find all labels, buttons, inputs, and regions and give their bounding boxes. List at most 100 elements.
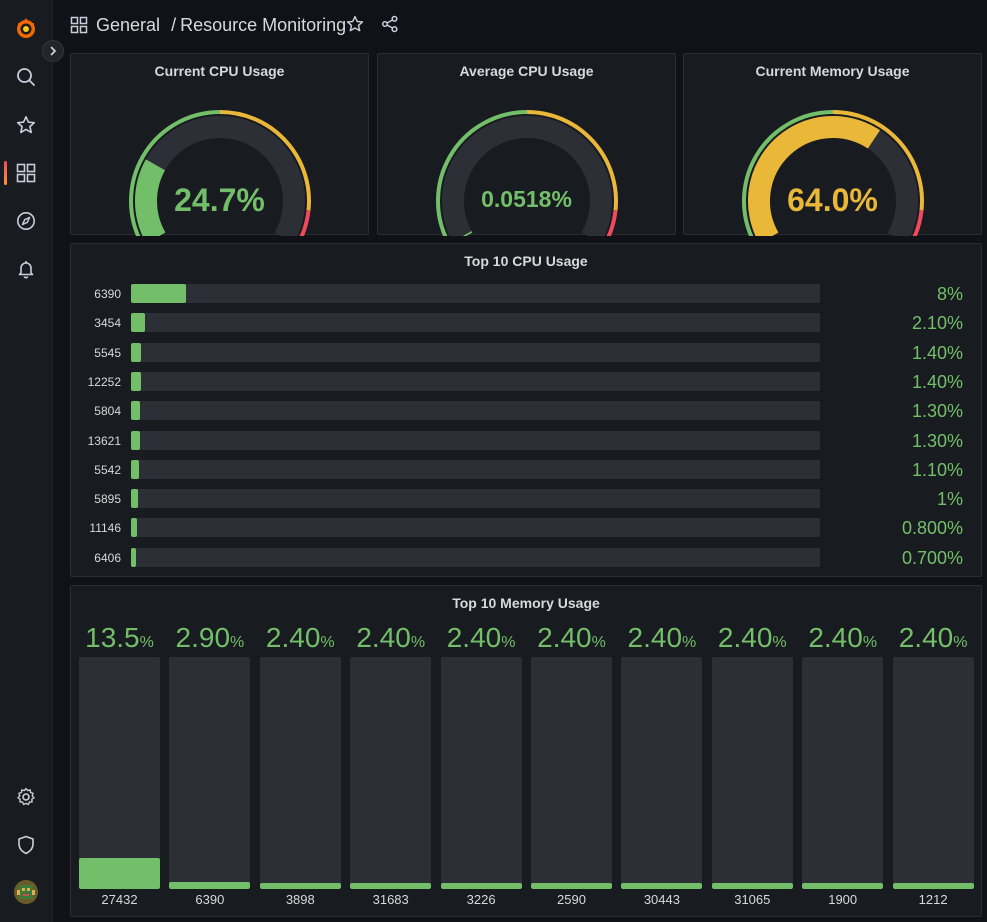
cpu-row-track <box>131 430 820 450</box>
memory-column-track <box>531 657 612 889</box>
cpu-row-label: 12252 <box>87 374 121 389</box>
bar-gauge-panel-top10-memory[interactable]: Top 10 Memory Usage 13.5% 27432 2.90% 6390 2… <box>70 585 982 917</box>
memory-column-bar <box>621 883 703 889</box>
memory-column-bar <box>711 883 793 889</box>
avatar[interactable] <box>13 879 39 905</box>
active-indicator <box>4 161 7 185</box>
memory-column-bar <box>79 857 160 889</box>
memory-value-unit: % <box>953 634 968 651</box>
memory-column-label: 31065 <box>734 892 771 907</box>
gauge-panel-current-cpu[interactable]: Current CPU Usage 24.7% <box>70 53 369 236</box>
gauge-panel-average-cpu[interactable]: Average CPU Usage 0.0518% <box>377 53 676 236</box>
cpu-row-label: 3454 <box>94 316 121 331</box>
gauge-average-cpu <box>435 110 618 236</box>
memory-column: 2.40% 3898 <box>259 586 341 916</box>
grafana-logo-icon[interactable] <box>13 15 39 41</box>
memory-value-number: 2.40 <box>446 622 502 653</box>
cpu-row-label: 13621 <box>87 433 121 448</box>
memory-column-label: 27432 <box>101 892 138 907</box>
cpu-row-track <box>131 284 820 303</box>
cpu-row: 11146 0.800% <box>71 518 981 538</box>
alerting-bell-icon[interactable] <box>13 256 39 282</box>
bar-gauge-panel-top10-cpu[interactable]: Top 10 CPU Usage 6390 8% 3454 2.10% 5545 1.40… <box>70 243 982 577</box>
memory-column: 2.40% 31683 <box>350 586 432 916</box>
memory-column-label: 6390 <box>195 892 225 907</box>
memory-column-track <box>79 657 160 889</box>
memory-column-value: 2.40% <box>260 622 341 654</box>
memory-value-unit: % <box>410 634 426 651</box>
memory-column-bar <box>802 883 884 889</box>
memory-column-track <box>440 657 522 889</box>
expand-sidebar-button[interactable] <box>42 40 64 62</box>
gauge-track <box>442 116 612 236</box>
cpu-row-bar <box>131 430 140 450</box>
cpu-row-bar <box>131 342 141 362</box>
dashboard-navbar: General / Resource Monitoring <box>54 0 987 52</box>
cpu-row-track <box>131 401 820 421</box>
memory-column: 2.40% 30443 <box>621 586 703 916</box>
share-icon[interactable] <box>381 15 399 38</box>
memory-column-bar <box>531 883 612 889</box>
cpu-row: 5542 1.10% <box>71 459 981 480</box>
cpu-row: 3454 2.10% <box>71 313 981 333</box>
cpu-row-value: 1.30% <box>911 430 963 451</box>
memory-column: 2.40% 2590 <box>531 586 612 916</box>
memory-column-value: 2.40% <box>621 622 702 654</box>
dashboards-icon[interactable] <box>13 160 39 186</box>
memory-column-value: 2.40% <box>441 622 522 654</box>
memory-column-bar <box>350 883 432 889</box>
settings-gear-icon[interactable] <box>13 784 39 810</box>
memory-value-unit: % <box>591 634 606 651</box>
cpu-row: 6390 8% <box>71 284 981 304</box>
cpu-row-value: 1.10% <box>911 459 963 480</box>
cpu-row-value: 0.800% <box>901 518 963 539</box>
memory-value-number: 2.40 <box>717 622 773 653</box>
memory-column-label: 3226 <box>466 892 496 907</box>
memory-column: 2.40% 3226 <box>440 586 522 916</box>
panel-title: Current CPU Usage <box>154 63 285 79</box>
cpu-row-label: 6406 <box>94 550 121 565</box>
gauge-value-arc <box>748 116 881 236</box>
dashboard-title[interactable]: Resource Monitoring <box>180 15 347 35</box>
mark-favorite-star-icon[interactable] <box>346 15 364 38</box>
breadcrumb-separator: / <box>171 15 177 35</box>
memory-column-bar <box>259 883 341 889</box>
memory-column-label: 1212 <box>918 892 948 907</box>
gauge-threshold-band-2 <box>299 210 311 236</box>
gauge-threshold-band-1 <box>526 110 618 211</box>
star-icon[interactable] <box>13 112 39 138</box>
cpu-row-value: 1.40% <box>911 342 963 363</box>
memory-value-number: 2.40 <box>537 622 592 653</box>
gauge-threshold-band-0 <box>435 110 528 236</box>
cpu-row: 6406 0.700% <box>71 547 981 568</box>
memory-column-value: 2.40% <box>802 622 883 654</box>
search-icon[interactable] <box>13 64 39 90</box>
gauge-value: 24.7% <box>174 182 265 218</box>
memory-value-number: 2.90 <box>175 622 231 653</box>
cpu-row: 13621 1.30% <box>71 430 981 451</box>
memory-column-track <box>259 657 341 889</box>
memory-column-value: 13.5% <box>79 622 160 654</box>
memory-value-number: 2.40 <box>898 622 954 653</box>
cpu-row: 12252 1.40% <box>71 371 981 392</box>
gauge-current-memory <box>741 110 924 236</box>
memory-column-value: 2.40% <box>893 622 974 654</box>
memory-value-unit: % <box>862 634 878 651</box>
memory-column: 2.40% 31065 <box>711 586 793 916</box>
memory-value-number: 2.40 <box>627 622 683 653</box>
gauge-panel-current-memory[interactable]: Current Memory Usage 64.0% <box>683 53 982 236</box>
explore-compass-icon[interactable] <box>13 208 39 234</box>
cpu-row-value: 1.30% <box>911 401 963 422</box>
memory-column-value: 2.40% <box>712 622 793 654</box>
dashboard-grid-icon <box>70 16 88 39</box>
cpu-row-bar <box>131 489 138 509</box>
shield-icon[interactable] <box>13 832 39 858</box>
gauge-threshold-band-1 <box>832 110 924 211</box>
cpu-row-bar <box>131 518 137 538</box>
cpu-row-bar <box>131 459 139 479</box>
cpu-row-label: 5542 <box>94 462 121 477</box>
breadcrumb-folder[interactable]: General <box>96 15 161 35</box>
gauge-value-arc <box>135 159 166 236</box>
panel-title: Average CPU Usage <box>459 63 594 79</box>
memory-column-bar <box>892 883 974 889</box>
